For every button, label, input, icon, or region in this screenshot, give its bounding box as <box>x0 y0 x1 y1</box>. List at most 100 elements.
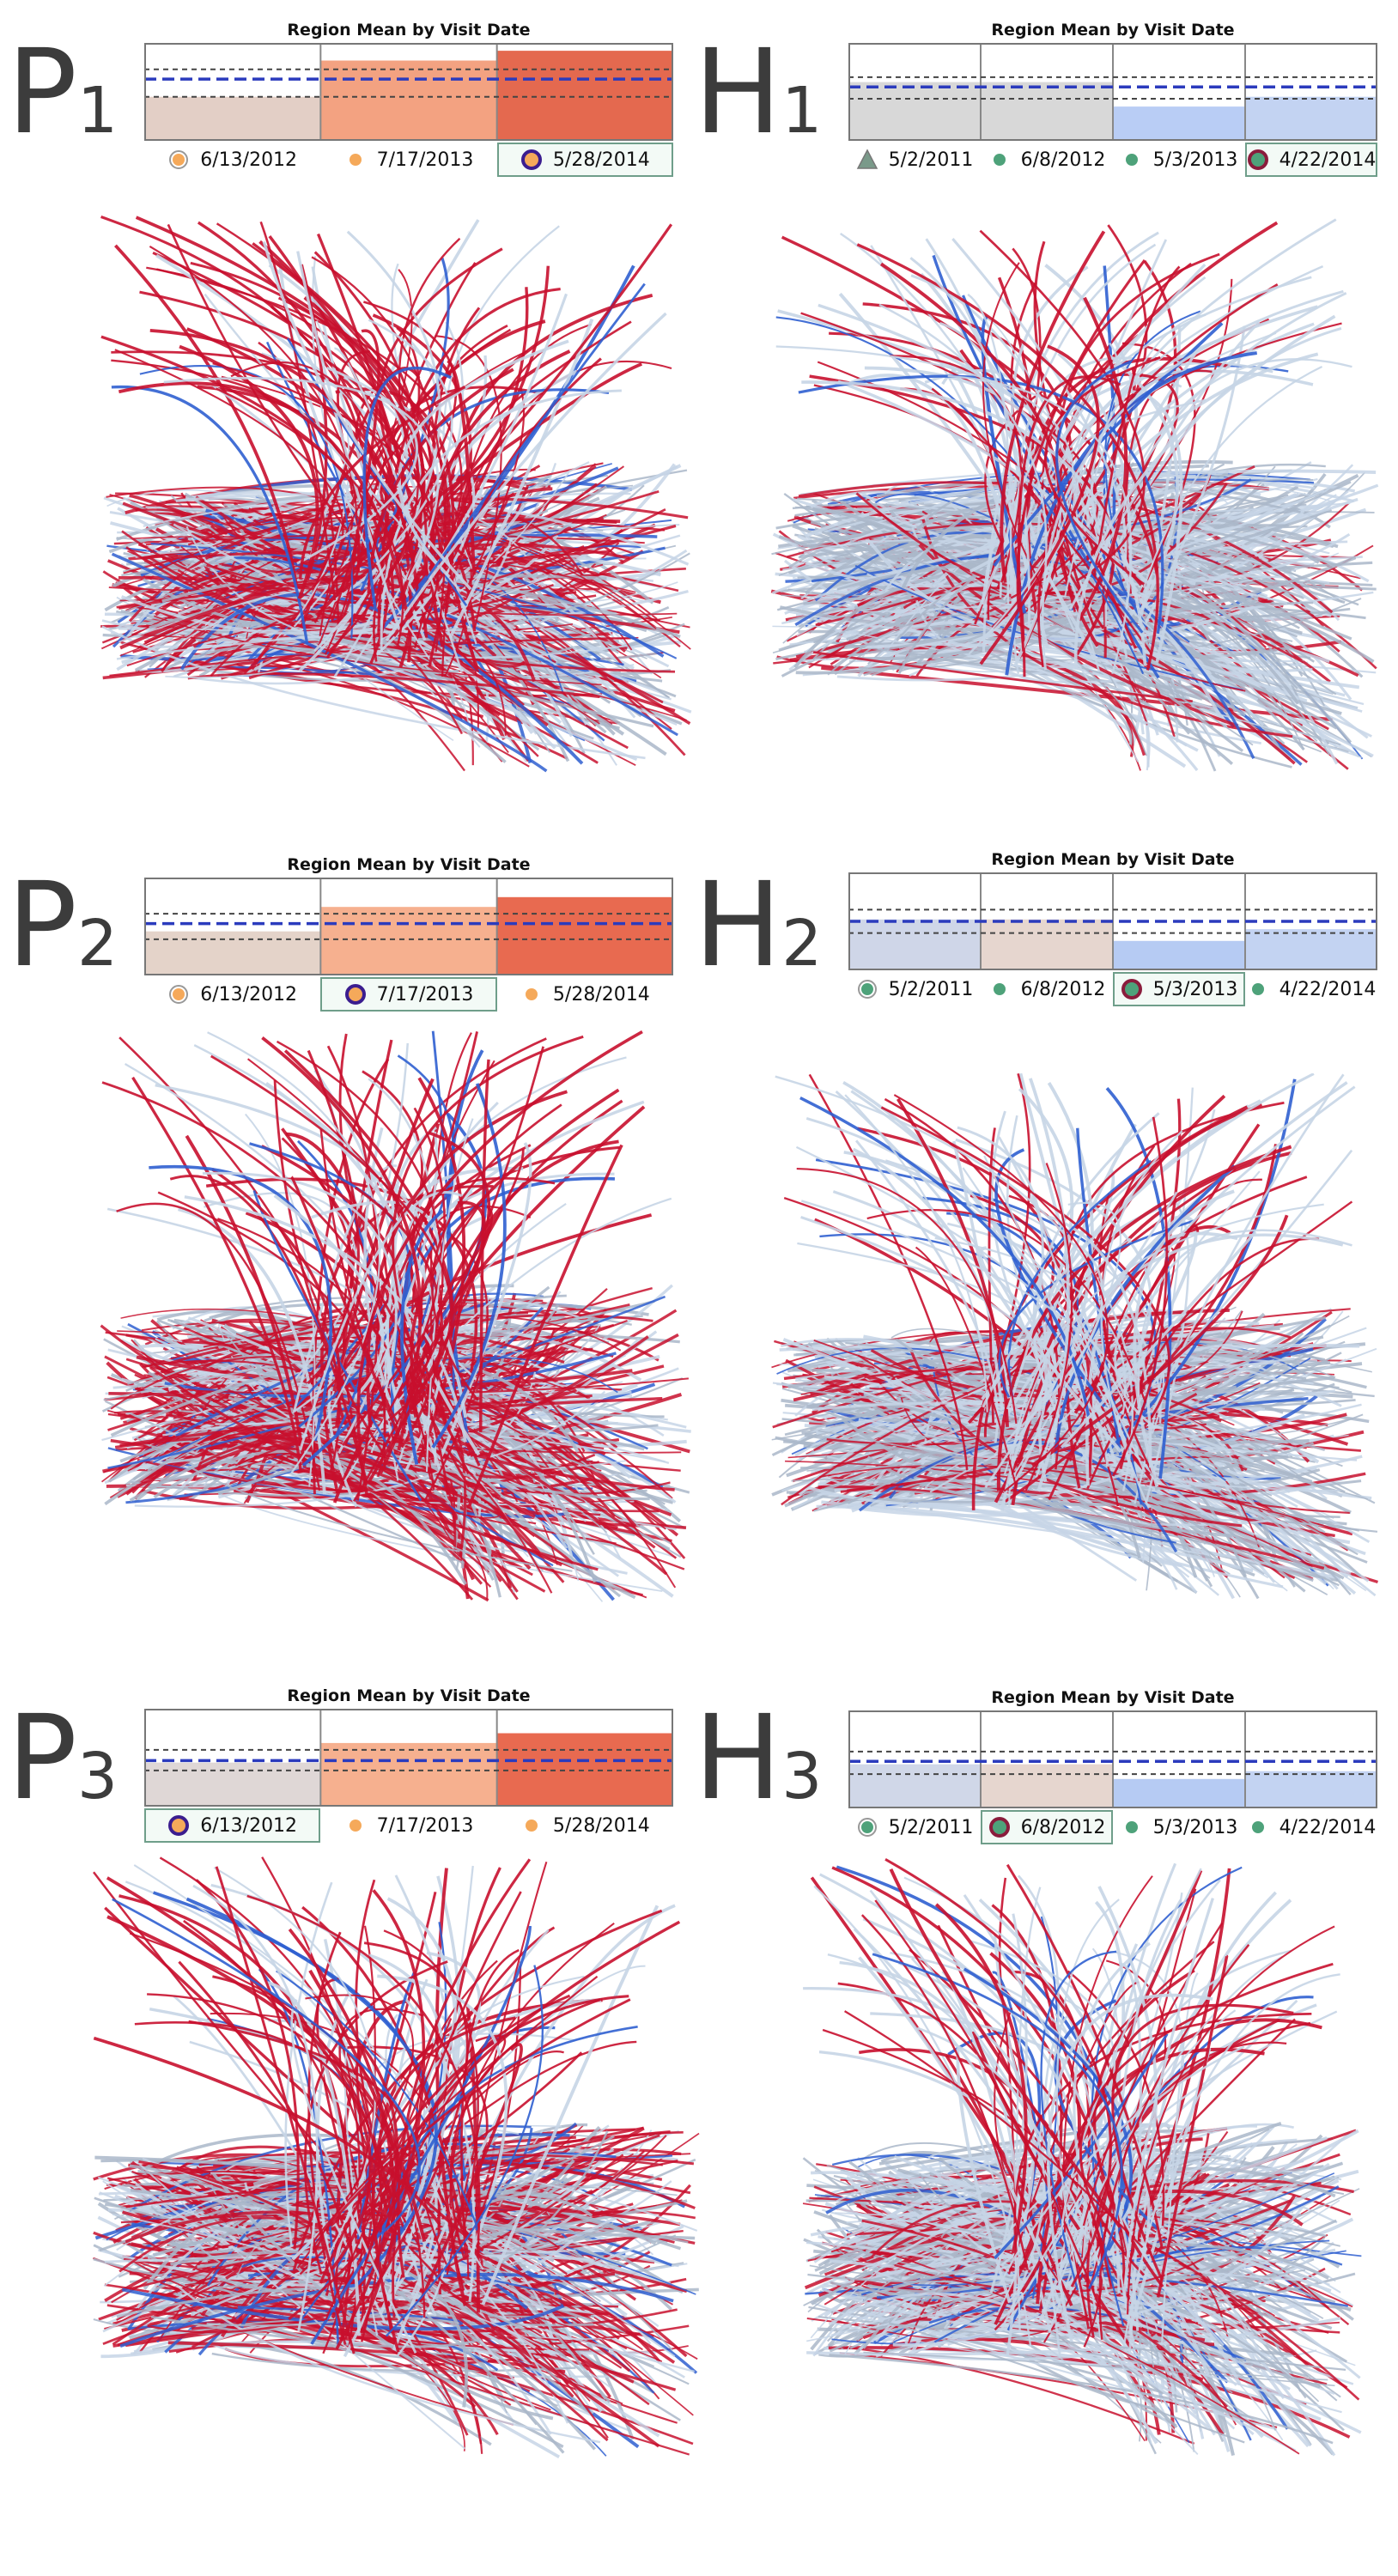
fiber-streamline <box>114 349 344 599</box>
visit-marker-icon <box>344 149 367 171</box>
fiber-streamline <box>982 1073 1315 1408</box>
fiber-streamline <box>418 2043 523 2303</box>
fiber-streamline <box>1079 1962 1334 2276</box>
visit-date-label: 5/2/2011 <box>888 1816 974 1838</box>
visit-date-6-13-2012[interactable]: 6/13/2012 <box>144 1808 321 1843</box>
bar-6-13-2012[interactable] <box>144 931 321 975</box>
fiber-streamline <box>1060 1230 1257 1449</box>
visit-date-4-22-2014[interactable]: 4/22/2014 <box>1245 1810 1377 1844</box>
fiber-streamline <box>909 1350 1243 1528</box>
bar-6-8-2012[interactable] <box>981 919 1113 970</box>
visit-date-label: 6/8/2012 <box>1020 1816 1106 1838</box>
region-mean-chart-p1: Region Mean by Visit Date 6/13/2012 7/17/2… <box>144 21 673 177</box>
fiber-streamline <box>856 243 1159 671</box>
fiber-streamline <box>1000 1234 1131 1415</box>
fiber-tract-rendering-h1 <box>770 218 1379 772</box>
visit-marker-icon <box>167 1814 190 1837</box>
fiber-streamline <box>104 1906 484 2252</box>
fiber-streamline <box>999 2045 1245 2285</box>
visit-date-5-3-2013[interactable]: 5/3/2013 <box>1113 143 1245 177</box>
fiber-streamline <box>290 1176 404 1446</box>
fiber-streamline <box>100 335 390 665</box>
fiber-streamline <box>156 1370 519 1554</box>
bar-6-8-2012[interactable] <box>981 82 1113 141</box>
visit-date-5-3-2013[interactable]: 5/3/2013 <box>1113 1810 1245 1844</box>
fiber-streamline <box>245 1113 316 1487</box>
bar-5-28-2014[interactable] <box>496 51 673 141</box>
fiber-streamline <box>107 1413 685 1571</box>
bar-plot-area <box>848 1710 1377 1808</box>
visit-date-5-28-2014[interactable]: 5/28/2014 <box>497 977 673 1012</box>
fiber-streamline <box>816 1396 1139 1482</box>
visit-date-5-2-2011[interactable]: 5/2/2011 <box>848 1810 981 1844</box>
fiber-streamline <box>1156 1954 1229 2298</box>
bar-5-3-2013[interactable] <box>1113 1778 1245 1808</box>
fiber-streamline <box>869 1889 1109 2296</box>
visit-date-5-28-2014[interactable]: 5/28/2014 <box>497 1808 673 1843</box>
bar-5-2-2011[interactable] <box>848 82 981 141</box>
bar-7-17-2013[interactable] <box>320 1742 497 1807</box>
visit-date-label: 6/13/2012 <box>200 983 298 1005</box>
visit-marker-icon <box>856 1816 878 1838</box>
visit-marker-icon <box>1121 978 1143 1000</box>
visit-date-7-17-2013[interactable]: 7/17/2013 <box>320 977 497 1012</box>
bar-5-2-2011[interactable] <box>848 919 981 970</box>
fiber-streamline <box>818 1340 1342 1407</box>
fiber-streamline <box>1055 2009 1237 2290</box>
fiber-streamline <box>1111 2003 1294 2281</box>
fiber-streamline <box>160 2293 514 2426</box>
fiber-streamline <box>971 2031 1081 2231</box>
fiber-streamline <box>187 1465 573 1572</box>
visit-date-5-2-2011[interactable]: 5/2/2011 <box>848 972 981 1006</box>
bar-5-28-2014[interactable] <box>496 896 673 975</box>
fiber-streamline <box>190 261 429 574</box>
fiber-bundle <box>770 218 1379 772</box>
bar-5-3-2013[interactable] <box>1113 940 1245 970</box>
bar-5-2-2011[interactable] <box>848 1764 981 1808</box>
fiber-streamline <box>1048 1215 1152 1468</box>
fiber-streamline <box>1129 325 1246 651</box>
visit-date-6-8-2012[interactable]: 6/8/2012 <box>981 972 1113 1006</box>
bar-6-13-2012[interactable] <box>144 96 321 141</box>
bar-4-22-2014[interactable] <box>1245 96 1377 141</box>
visit-date-axis: 5/2/2011 6/8/2012 5/3/2013 4/22/2014 <box>848 143 1377 177</box>
fiber-streamline <box>892 2242 1329 2290</box>
visit-date-5-3-2013[interactable]: 5/3/2013 <box>1113 972 1245 1006</box>
visit-date-7-17-2013[interactable]: 7/17/2013 <box>320 143 496 177</box>
fiber-streamline <box>812 651 1193 703</box>
fiber-streamline <box>1100 1130 1183 1509</box>
chart-title: Region Mean by Visit Date <box>287 21 531 39</box>
fiber-streamline <box>798 374 1164 635</box>
fiber-streamline <box>1024 1163 1073 1492</box>
bar-7-17-2013[interactable] <box>320 907 497 975</box>
fiber-streamline <box>211 2172 554 2421</box>
fiber-streamline <box>298 386 466 580</box>
fiber-streamline <box>142 1359 553 1594</box>
visit-date-axis: 5/2/2011 6/8/2012 5/3/2013 4/22/2014 <box>848 972 1377 1006</box>
bar-4-22-2014[interactable] <box>1245 929 1377 970</box>
fiber-streamline <box>112 1898 421 2238</box>
visit-date-7-17-2013[interactable]: 7/17/2013 <box>320 1808 496 1843</box>
bar-5-3-2013[interactable] <box>1113 106 1245 141</box>
fiber-streamline <box>774 1340 1161 1398</box>
visit-marker-icon <box>520 149 543 171</box>
visit-date-5-28-2014[interactable]: 5/28/2014 <box>496 143 673 177</box>
visit-date-6-13-2012[interactable]: 6/13/2012 <box>144 143 320 177</box>
visit-date-5-2-2011[interactable]: 5/2/2011 <box>848 143 981 177</box>
visit-date-4-22-2014[interactable]: 4/22/2014 <box>1245 972 1377 1006</box>
visit-date-6-8-2012[interactable]: 6/8/2012 <box>981 1810 1113 1844</box>
fiber-streamline <box>895 1490 1335 1575</box>
visit-date-4-22-2014[interactable]: 4/22/2014 <box>1245 143 1377 177</box>
fiber-streamline <box>1091 1866 1243 2327</box>
fiber-streamline <box>878 303 1048 598</box>
visit-date-6-13-2012[interactable]: 6/13/2012 <box>144 977 320 1012</box>
bar-6-13-2012[interactable] <box>144 1762 321 1807</box>
visit-date-6-8-2012[interactable]: 6/8/2012 <box>981 143 1113 177</box>
fiber-streamline <box>1111 1116 1169 1477</box>
bar-4-22-2014[interactable] <box>1245 1771 1377 1808</box>
bar-6-8-2012[interactable] <box>981 1764 1113 1808</box>
bar-7-17-2013[interactable] <box>320 60 497 141</box>
fiber-streamline <box>125 1306 544 1504</box>
bar-plot-area <box>144 878 673 975</box>
visit-marker-icon <box>988 978 1011 1000</box>
